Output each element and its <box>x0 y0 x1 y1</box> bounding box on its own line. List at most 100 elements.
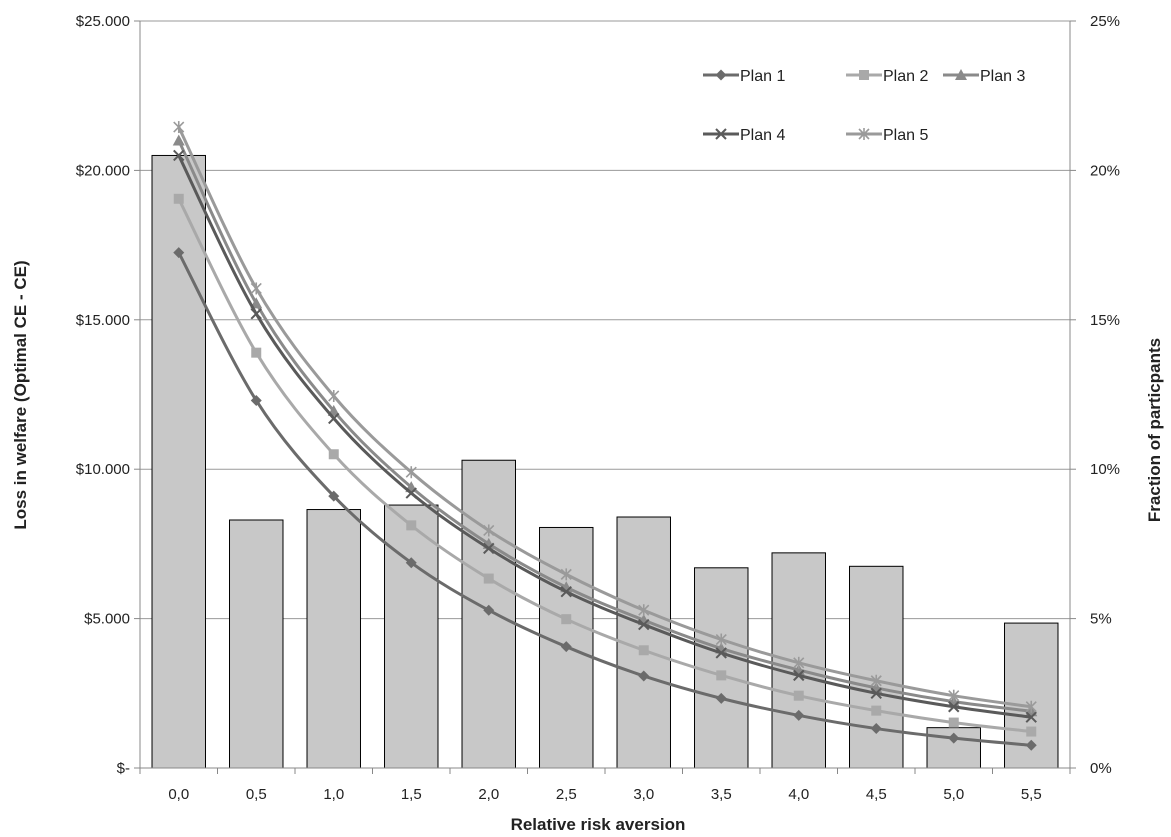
data-point <box>793 656 805 669</box>
data-point <box>715 692 727 704</box>
data-point <box>560 586 572 598</box>
legend-entry: Plan 3 <box>943 68 1025 85</box>
data-point <box>251 347 262 358</box>
data-point <box>638 604 650 617</box>
legend-label: Plan 1 <box>740 68 785 85</box>
legend-label: Plan 4 <box>740 127 785 144</box>
data-point <box>328 389 340 402</box>
legend-entry: Plan 5 <box>846 127 928 144</box>
y-left-tick-label: $5.000 <box>84 611 130 628</box>
bar <box>616 516 671 769</box>
legend-label: Plan 2 <box>883 68 928 85</box>
data-point <box>560 568 572 581</box>
y-right-tick-label: 0% <box>1090 760 1112 777</box>
data-point <box>871 705 882 716</box>
y-right-tick-label: 10% <box>1090 461 1120 478</box>
x-tick-label: 2,0 <box>478 786 499 803</box>
y-right-tick-label: 20% <box>1090 162 1120 179</box>
data-point <box>172 134 185 146</box>
x-axis-title: Relative risk aversion <box>511 815 686 834</box>
x-tick-label: 5,5 <box>1021 786 1042 803</box>
legend-label: Plan 5 <box>883 127 928 144</box>
grid-layer <box>140 20 1070 620</box>
legend-marker <box>715 69 727 81</box>
bar <box>306 509 361 769</box>
data-point <box>405 487 417 499</box>
legend-entry: Plan 2 <box>846 68 928 85</box>
data-point <box>638 645 649 656</box>
legend-marker <box>859 70 869 80</box>
data-point <box>716 670 727 681</box>
data-point <box>948 717 959 728</box>
data-point <box>173 149 185 162</box>
bar <box>694 567 749 769</box>
data-point <box>328 412 340 425</box>
axis-layer <box>134 20 1076 774</box>
x-tick-label: 0,5 <box>246 786 267 803</box>
data-point <box>406 520 417 531</box>
legend-marker <box>858 128 870 140</box>
legend-marker <box>715 128 727 140</box>
legend-entry: Plan 1 <box>703 68 785 85</box>
data-point <box>870 674 882 687</box>
x-tick-label: 1,5 <box>401 786 422 803</box>
x-tick-label: 5,0 <box>943 786 964 803</box>
data-point <box>328 449 339 460</box>
data-point <box>1025 700 1037 713</box>
legend: Plan 1 Plan 2 Plan 3 Plan 4 Plan 5 <box>703 68 1025 144</box>
bar <box>849 565 904 769</box>
bar-layer <box>151 154 1059 769</box>
data-point <box>1025 739 1037 751</box>
x-tick-label: 3,0 <box>633 786 654 803</box>
data-point <box>405 557 417 569</box>
data-point <box>483 573 494 584</box>
data-point <box>250 308 262 320</box>
data-point <box>793 709 805 721</box>
legend-label: Plan 3 <box>980 68 1025 85</box>
bar <box>384 504 439 769</box>
data-point <box>793 690 804 701</box>
y-axis-right-title: Fraction of particpants <box>1145 338 1164 522</box>
x-tick-label: 4,0 <box>788 786 809 803</box>
y-right-tick-label: 25% <box>1090 13 1120 30</box>
data-point <box>250 394 262 406</box>
y-right-tick-label: 15% <box>1090 312 1120 329</box>
data-point <box>1025 711 1037 723</box>
bar <box>926 727 981 769</box>
data-point <box>561 614 572 625</box>
legend-entry: Plan 4 <box>703 127 785 144</box>
x-tick-label: 0,0 <box>168 786 189 803</box>
data-point <box>948 732 960 744</box>
data-point <box>483 524 495 537</box>
data-point <box>715 633 727 646</box>
y-left-tick-label: $20.000 <box>76 162 130 179</box>
data-point <box>173 247 185 259</box>
tick-layer: $- 0% $5.000 5% $10.000 10% $15.000 15% $20.000 2… <box>76 13 1120 803</box>
x-tick-label: 1,0 <box>323 786 344 803</box>
data-point <box>870 687 882 700</box>
data-point <box>483 604 495 616</box>
x-tick-label: 2,5 <box>556 786 577 803</box>
y-left-tick-label: $- <box>117 760 130 777</box>
data-point <box>948 701 960 713</box>
data-point <box>483 542 495 555</box>
data-point <box>173 121 185 134</box>
data-point <box>793 669 805 682</box>
data-point <box>560 641 572 653</box>
data-point <box>638 618 650 631</box>
data-point <box>1026 726 1037 737</box>
data-point <box>250 282 262 295</box>
y-axis-left-title: Loss in welfare (Optimal CE - CE) <box>11 260 30 529</box>
line-layer <box>172 121 1038 751</box>
y-left-tick-label: $25.000 <box>76 13 130 30</box>
x-tick-label: 4,5 <box>866 786 887 803</box>
data-point <box>173 193 184 204</box>
data-point <box>328 490 340 502</box>
y-right-tick-label: 5% <box>1090 611 1112 628</box>
y-left-tick-label: $15.000 <box>76 312 130 329</box>
data-point <box>638 670 650 682</box>
data-point <box>870 723 882 735</box>
x-tick-label: 3,5 <box>711 786 732 803</box>
legend-marker <box>955 69 967 80</box>
